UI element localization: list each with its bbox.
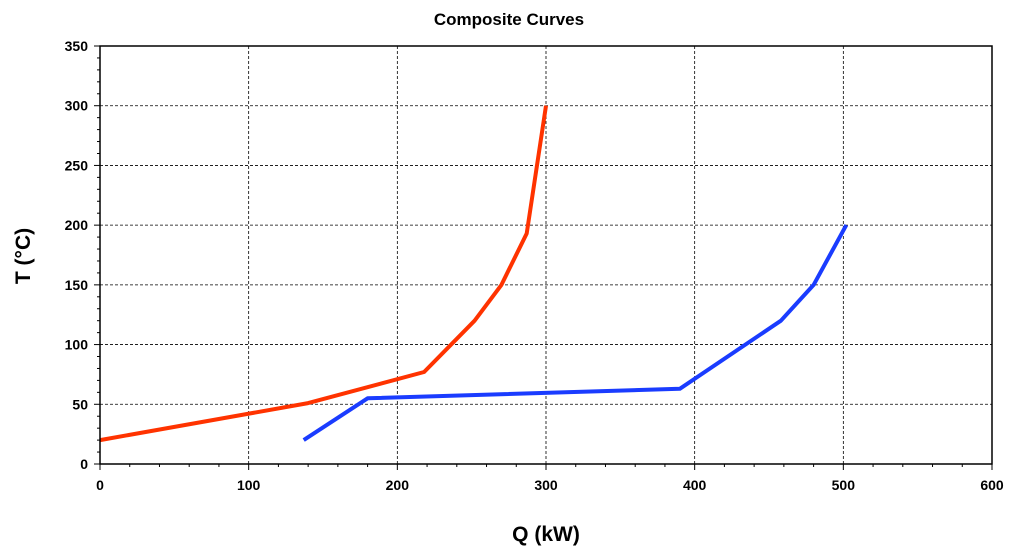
cold-composite-curve	[302, 224, 849, 442]
series-group	[99, 105, 849, 443]
x-axis-label: Q (kW)	[512, 523, 580, 546]
x-tick-label: 400	[683, 477, 707, 493]
y-tick-label: 300	[65, 98, 89, 114]
x-tick-label: 300	[534, 477, 558, 493]
x-tick-label: 200	[386, 477, 410, 493]
x-tick-label: 500	[832, 477, 856, 493]
y-tick-label: 50	[72, 396, 88, 412]
y-tick-label: 200	[65, 217, 89, 233]
y-tick-label: 350	[65, 38, 89, 54]
y-tick-label: 0	[80, 456, 88, 472]
x-axis-ticks: 0 100 200 300 400 500 600	[96, 464, 1004, 493]
plot-area-frame	[99, 45, 993, 465]
x-tick-label: 100	[237, 477, 261, 493]
y-tick-label: 150	[65, 277, 89, 293]
hot-composite-curve	[99, 105, 548, 443]
x-tick-label: 600	[980, 477, 1004, 493]
y-axis-label: T (°C)	[12, 228, 35, 284]
chart-title: Composite Curves	[434, 10, 584, 29]
y-tick-label: 250	[65, 157, 89, 173]
y-axis-ticks: 0 50 100 150 200 250 300 350	[65, 38, 100, 472]
y-tick-label: 100	[65, 337, 89, 353]
x-tick-label: 0	[96, 477, 104, 493]
